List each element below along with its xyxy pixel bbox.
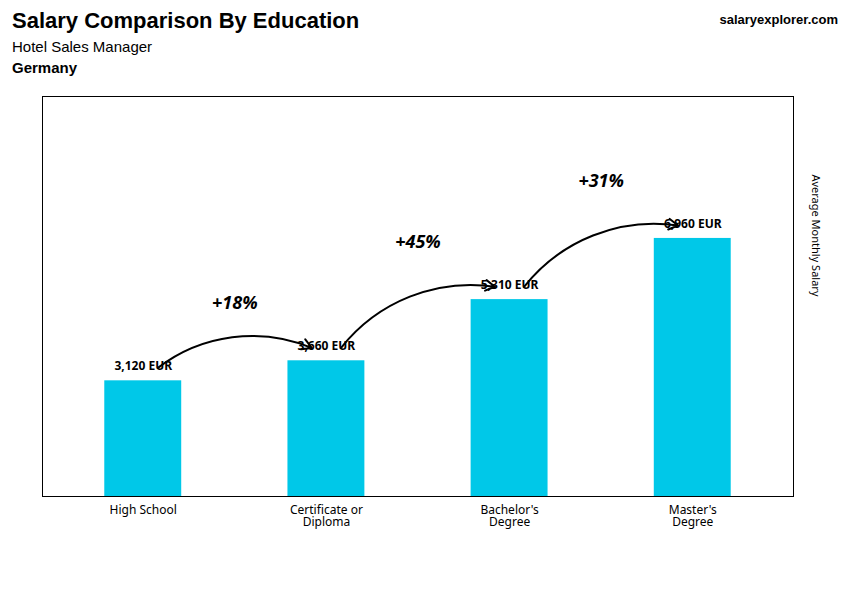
html-text:Salary Comparison By Education: Salary Comparison By Education xyxy=(12,8,360,33)
html-text:Hotel Sales Manager: Hotel Sales Manager xyxy=(12,38,153,55)
svg-text:Certificate orDiploma: Certificate orDiploma xyxy=(290,501,363,530)
svg-text:Bachelor'sDegree: Bachelor'sDegree xyxy=(480,501,539,530)
svg-text:5,310 EUR: 5,310 EUR xyxy=(480,276,539,294)
svg-text:3,120 EUR: 3,120 EUR xyxy=(114,357,172,374)
svg-text:Master'sDegree: Master'sDegree xyxy=(669,501,717,530)
svg-text:6,960 EUR: 6,960 EUR xyxy=(664,215,722,232)
html-text:salaryexplorer.com: salaryexplorer.com xyxy=(719,12,838,27)
svg-text:+45%: +45% xyxy=(395,229,441,253)
svg-text:+31%: +31% xyxy=(578,168,624,192)
html-text:Germany: Germany xyxy=(12,59,77,76)
svg-text:3,660 EUR: 3,660 EUR xyxy=(297,337,356,355)
svg-text:+18%: +18% xyxy=(212,290,258,314)
svg-text:Average Monthly Salary: Average Monthly Salary xyxy=(809,174,824,296)
svg-text:High School: High School xyxy=(110,501,177,518)
